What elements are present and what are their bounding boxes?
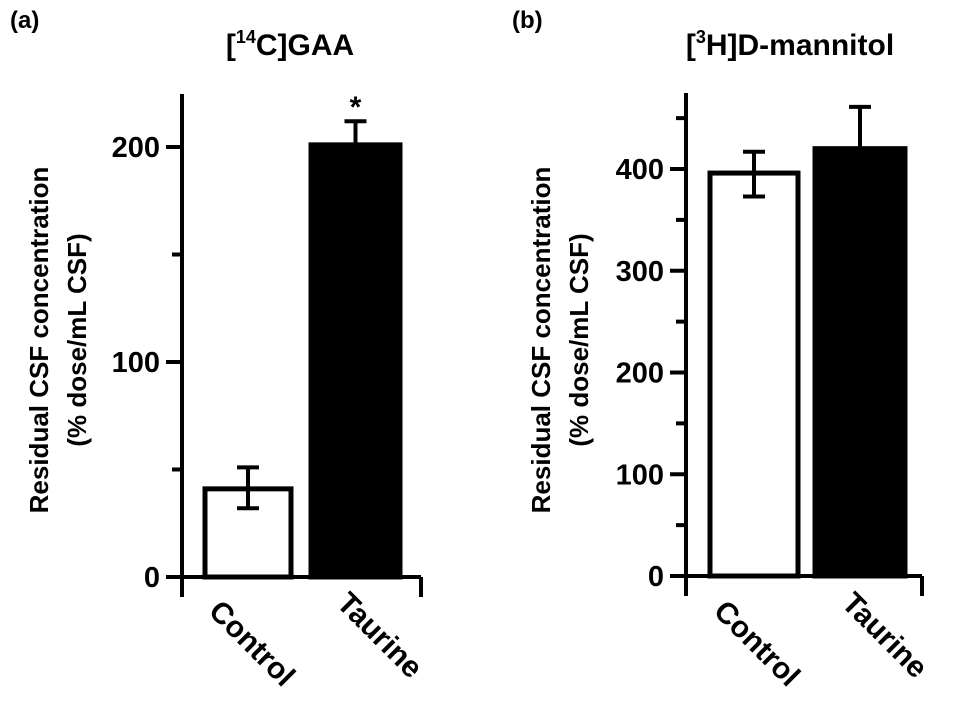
- x-tick-label-control: Control: [202, 594, 301, 693]
- y-axis-label-line2: (% dose/mL CSF): [564, 233, 594, 446]
- y-tick-label: 300: [616, 256, 664, 288]
- panel-b: (b) [3H]D-mannitol Residual CSF concentrat…: [512, 7, 934, 693]
- significance-marker: *: [350, 91, 362, 124]
- y-axis-label-line1: Residual CSF concentration: [526, 167, 556, 514]
- bar-control: [707, 170, 801, 579]
- y-tick-label: 200: [112, 132, 160, 164]
- x-tick-label-control: Control: [707, 594, 806, 693]
- y-axis-label-line2: (% dose/mL CSF): [62, 233, 92, 446]
- y-tick-label: 400: [616, 154, 664, 186]
- y-tick-label: 100: [112, 347, 160, 379]
- y-tick-label: 100: [616, 459, 664, 491]
- title-prefix: [: [686, 29, 696, 62]
- panel-label: (b): [512, 7, 543, 34]
- chart-title: [14C]GAA: [226, 27, 354, 62]
- y-tick-label: 0: [144, 562, 160, 594]
- bar-taurine: [812, 146, 908, 579]
- title-superscript: 14: [236, 27, 256, 47]
- chart-title: [3H]D-mannitol: [686, 27, 894, 62]
- panel-a: (a) [14C]GAA Residual CSF concentration (% …: [10, 7, 429, 693]
- y-tick-label: 0: [648, 561, 664, 593]
- title-suffix: H]D-mannitol: [706, 29, 894, 62]
- x-tick-label-taurine: Taurine: [835, 586, 933, 684]
- panel-label: (a): [10, 7, 39, 34]
- y-axis-label-line1: Residual CSF concentration: [24, 167, 54, 514]
- title-suffix: C]GAA: [256, 29, 354, 62]
- bar-taurine: [308, 142, 403, 580]
- title-superscript: 3: [696, 27, 706, 47]
- x-tick-label-taurine: Taurine: [330, 586, 428, 684]
- y-tick-label: 200: [616, 358, 664, 390]
- title-prefix: [: [226, 29, 236, 62]
